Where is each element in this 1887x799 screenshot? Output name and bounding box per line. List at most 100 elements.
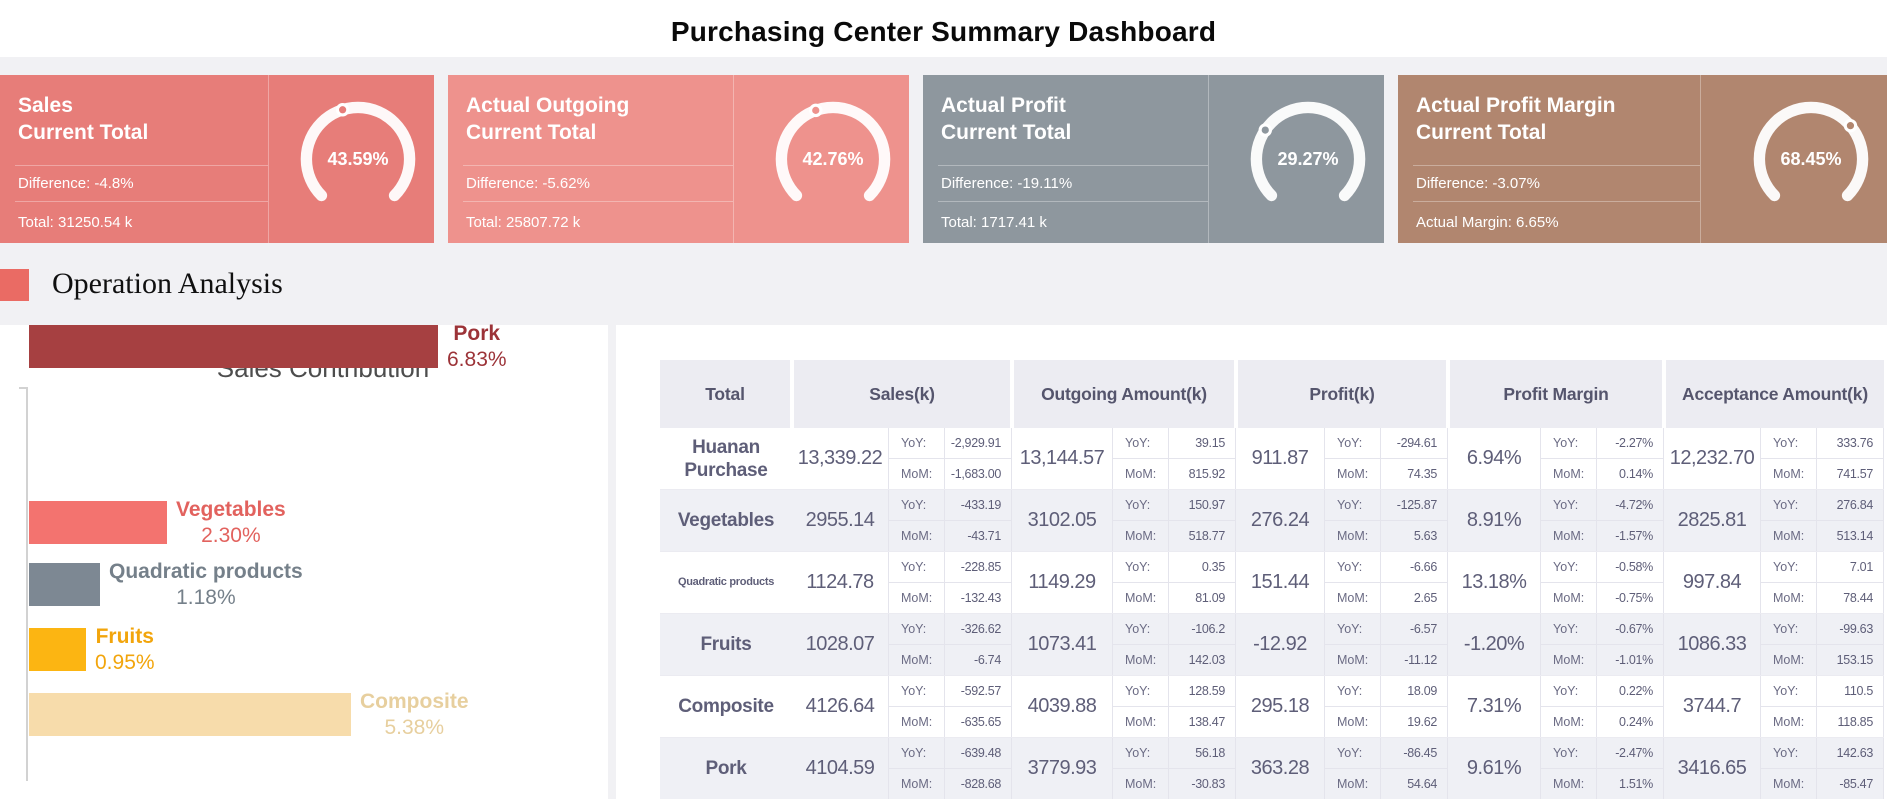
- bar-category-label: Composite: [360, 689, 469, 713]
- mom-value: 518.77: [1188, 529, 1226, 543]
- mom-value: 815.92: [1188, 467, 1226, 481]
- mom-label: MoM:: [1761, 707, 1817, 737]
- margin-value: -1.20%: [1463, 633, 1525, 655]
- yoy-label: YoY:: [1113, 614, 1169, 644]
- margin-value: 6.94%: [1466, 447, 1522, 469]
- kpi-title-line1: Sales: [18, 94, 73, 117]
- yoy-value: -2.47%: [1615, 746, 1653, 760]
- profit-value: 295.18: [1250, 695, 1310, 717]
- sales-contribution-panel: Sales Contribution Vegetables 2.30% Quad…: [0, 322, 608, 799]
- kpi-difference: Difference: -5.62%: [463, 166, 733, 202]
- margin-yoy-mom: YoY: -0.58% MoM: -0.75%: [1540, 552, 1664, 613]
- mom-value: -635.65: [960, 715, 1002, 729]
- kpi-title-line1: Actual Outgoing: [466, 94, 630, 117]
- row-label: Quadratic products: [677, 576, 775, 588]
- column-header-outgoing-amount: Outgoing Amount(k): [1014, 360, 1234, 428]
- column-header-acceptance-amount: Acceptance Amount(k): [1666, 360, 1884, 428]
- summary-table-panel: Total Sales(k) Outgoing Amount(k) Profit…: [616, 325, 1887, 799]
- bar-label: Fruits 0.95%: [95, 624, 155, 676]
- bar-composite[interactable]: [29, 693, 351, 736]
- yoy-value: -125.87: [1396, 498, 1438, 512]
- mom-label: MoM:: [889, 583, 945, 613]
- kpi-total: Total: 25807.72 k: [466, 214, 581, 231]
- row-label: Composite: [678, 696, 774, 717]
- yoy-label: YoY:: [1761, 614, 1817, 644]
- kpi-title-line2: Current Total: [466, 121, 597, 144]
- kpi-card-sales: Sales Current Total Difference: -4.8% To…: [0, 75, 434, 243]
- acceptance-yoy-mom: YoY: 142.63 MoM: -85.47: [1760, 738, 1884, 799]
- mom-label: MoM:: [889, 707, 945, 737]
- column-header-profit-margin: Profit Margin: [1450, 360, 1662, 428]
- mom-value: 54.64: [1407, 777, 1437, 791]
- profit-yoy-mom: YoY: -86.45 MoM: 54.64: [1324, 738, 1448, 799]
- yoy-value: -4.72%: [1615, 498, 1653, 512]
- mom-label: MoM:: [889, 645, 945, 675]
- bar-fruits[interactable]: [29, 628, 86, 671]
- profit-yoy-mom: YoY: -294.61 MoM: 74.35: [1324, 428, 1448, 489]
- gauge-ring: 42.76%: [769, 95, 897, 223]
- kpi-card-title: Actual Outgoing Current Total: [463, 75, 733, 166]
- mom-label: MoM:: [1541, 707, 1597, 737]
- bar-label: Composite 5.38%: [360, 689, 469, 741]
- margin-value: 9.61%: [1466, 757, 1522, 779]
- outgoing-value: 13,144.57: [1019, 447, 1105, 469]
- mom-label: MoM:: [1761, 645, 1817, 675]
- page-title: Purchasing Center Summary Dashboard: [670, 16, 1217, 47]
- outgoing-value: 4039.88: [1027, 695, 1097, 717]
- yoy-label: YoY:: [1541, 738, 1597, 768]
- yoy-label: YoY:: [889, 676, 945, 706]
- acceptance-value: 2825.81: [1677, 509, 1747, 531]
- bar-vegetables[interactable]: [29, 501, 167, 544]
- mom-label: MoM:: [1113, 459, 1169, 489]
- kpi-card-title: Actual Profit Current Total: [938, 75, 1208, 166]
- sales-value: 1124.78: [806, 571, 874, 593]
- sales-yoy-mom: YoY: -326.62 MoM: -6.74: [888, 614, 1012, 675]
- mom-label: MoM:: [1761, 521, 1817, 551]
- mom-value: 0.24%: [1619, 715, 1653, 729]
- sales-yoy-mom: YoY: -228.85 MoM: -132.43: [888, 552, 1012, 613]
- table-header-row: Total Sales(k) Outgoing Amount(k) Profit…: [660, 360, 1884, 428]
- yoy-label: YoY:: [1325, 428, 1381, 458]
- mom-label: MoM:: [1541, 645, 1597, 675]
- bar-category-label: Quadratic products: [109, 559, 303, 583]
- kpi-title-line2: Current Total: [18, 121, 149, 144]
- sales-value: 4104.59: [805, 757, 875, 779]
- yoy-value: 7.01: [1849, 560, 1873, 574]
- kpi-card-actual-profit: Actual Profit Current Total Difference: …: [923, 75, 1384, 243]
- yoy-label: YoY:: [1113, 428, 1169, 458]
- acceptance-yoy-mom: YoY: -99.63 MoM: 153.15: [1760, 614, 1884, 675]
- kpi-card-text: Sales Current Total Difference: -4.8% To…: [15, 75, 270, 243]
- mom-label: MoM:: [1113, 521, 1169, 551]
- yoy-value: 0.35: [1201, 560, 1225, 574]
- bar-pork[interactable]: [29, 325, 438, 368]
- yoy-label: YoY:: [1541, 676, 1597, 706]
- kpi-card-text: Actual Profit Current Total Difference: …: [938, 75, 1209, 243]
- bar-row-quadratic-products: Quadratic products 1.18%: [29, 560, 303, 609]
- mom-value: -0.75%: [1615, 591, 1653, 605]
- sales-yoy-mom: YoY: -433.19 MoM: -43.71: [888, 490, 1012, 551]
- bar-label: Quadratic products 1.18%: [109, 559, 303, 611]
- mom-value: -30.83: [1191, 777, 1225, 791]
- outgoing-yoy-mom: YoY: 0.35 MoM: 81.09: [1112, 552, 1236, 613]
- table-row-fruits: Fruits 1028.07 YoY: -326.62 MoM: -6.74 107…: [660, 614, 1884, 676]
- yoy-value: -639.48: [960, 746, 1002, 760]
- kpi-card-title: Actual Profit Margin Current Total: [1413, 75, 1701, 166]
- mom-value: 741.57: [1836, 467, 1874, 481]
- yoy-label: YoY:: [1761, 738, 1817, 768]
- yoy-label: YoY:: [1113, 738, 1169, 768]
- mom-label: MoM:: [1761, 769, 1817, 799]
- mom-value: -11.12: [1404, 653, 1437, 667]
- kpi-title-line2: Current Total: [941, 121, 1072, 144]
- mom-label: MoM:: [1541, 459, 1597, 489]
- bar-category-label: Pork: [453, 321, 501, 345]
- profit-value: 911.87: [1251, 447, 1309, 469]
- sales-yoy-mom: YoY: -2,929.91 MoM: -1,683.00: [888, 428, 1012, 489]
- yoy-label: YoY:: [1325, 738, 1381, 768]
- bar-quadratic-products[interactable]: [29, 563, 100, 606]
- mom-label: MoM:: [889, 521, 945, 551]
- acceptance-yoy-mom: YoY: 110.5 MoM: 118.85: [1760, 676, 1884, 737]
- acceptance-yoy-mom: YoY: 333.76 MoM: 741.57: [1760, 428, 1884, 489]
- kpi-title-line2: Current Total: [1416, 121, 1547, 144]
- mom-value: -828.68: [960, 777, 1002, 791]
- acceptance-value: 1086.33: [1677, 633, 1747, 655]
